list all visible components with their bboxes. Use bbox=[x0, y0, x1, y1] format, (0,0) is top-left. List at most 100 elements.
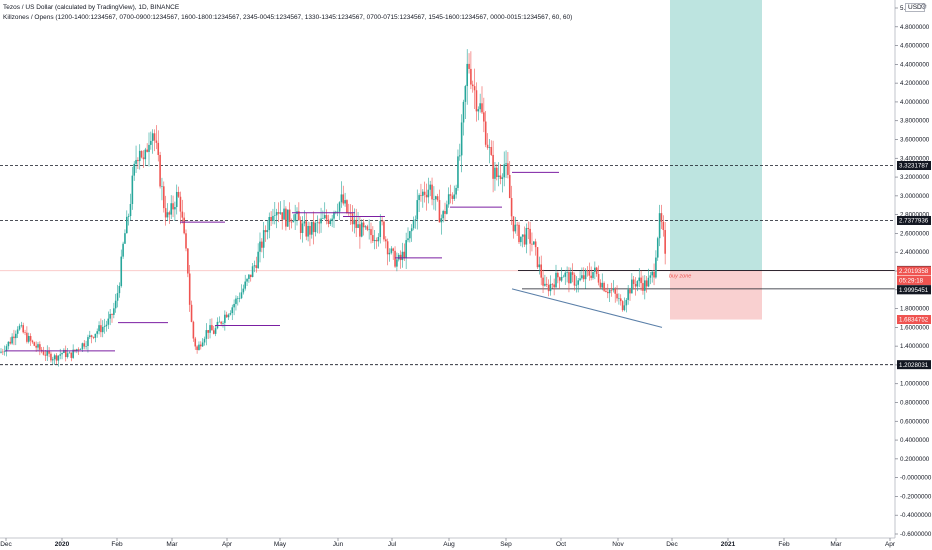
candle-body bbox=[544, 283, 546, 286]
candle-body bbox=[403, 251, 406, 258]
candle-body bbox=[151, 133, 154, 141]
candle-body bbox=[268, 216, 271, 231]
candle-body bbox=[410, 228, 413, 232]
candle-body bbox=[540, 264, 542, 278]
candle-body bbox=[242, 288, 245, 293]
candle-body bbox=[418, 195, 420, 201]
candle-body bbox=[161, 186, 163, 187]
candle-body bbox=[107, 318, 110, 325]
candle-body bbox=[235, 298, 237, 304]
chart-legend: Tezos / US Dollar (calculated by Trading… bbox=[3, 3, 572, 23]
candle-body bbox=[159, 154, 161, 187]
candle-body bbox=[286, 209, 289, 227]
candle-body bbox=[285, 208, 287, 227]
gear-icon[interactable]: ⚙ bbox=[920, 2, 928, 11]
candle-body bbox=[299, 220, 302, 233]
x-tick-label: May bbox=[274, 541, 287, 548]
y-tick-label: 1.6000000 bbox=[900, 324, 930, 331]
price-axis[interactable]: 5.0 4.8000000 4.6000000 4.4000000 4.2000000 4… bbox=[894, 0, 932, 550]
candle-body bbox=[55, 355, 58, 361]
candle-body bbox=[577, 280, 579, 285]
candle-body bbox=[379, 221, 382, 238]
candle-body bbox=[72, 349, 74, 358]
horizontal-levels bbox=[0, 165, 895, 366]
candle-body bbox=[438, 200, 441, 223]
candle-body bbox=[357, 224, 359, 228]
candle-body bbox=[340, 194, 343, 203]
y-tick-label: 5.0 bbox=[900, 5, 909, 12]
level-label-bg bbox=[897, 215, 931, 225]
candle-body bbox=[601, 282, 604, 288]
candle-body bbox=[649, 275, 652, 278]
position-tool[interactable] bbox=[670, 0, 762, 320]
target-zone bbox=[670, 0, 762, 271]
candle-body bbox=[647, 277, 650, 287]
candle-body bbox=[351, 213, 354, 225]
candle-body bbox=[329, 220, 332, 225]
candle-body bbox=[9, 341, 12, 344]
candle-body bbox=[101, 326, 104, 333]
price-label: 2.2019358 bbox=[899, 268, 929, 275]
candle-body bbox=[479, 103, 481, 110]
candle-body bbox=[109, 313, 111, 319]
candle-body bbox=[549, 283, 552, 292]
candle-body bbox=[655, 257, 657, 278]
candle-body bbox=[335, 211, 337, 213]
candle-body bbox=[629, 289, 631, 294]
y-tick-label: -0.2000000 bbox=[900, 493, 932, 500]
candle-body bbox=[100, 325, 102, 333]
candle-body bbox=[555, 272, 557, 288]
candle-body bbox=[440, 218, 443, 223]
candle-body bbox=[388, 252, 391, 255]
candle-body bbox=[301, 223, 304, 233]
candle-body bbox=[240, 292, 243, 299]
candle-body bbox=[246, 278, 248, 282]
candle-body bbox=[46, 350, 49, 356]
candle-body bbox=[449, 194, 452, 196]
candle-body bbox=[124, 233, 126, 244]
currency-badge[interactable]: USD bbox=[905, 3, 925, 12]
candle-body bbox=[431, 184, 433, 200]
candle-body bbox=[483, 112, 485, 122]
trend-line[interactable] bbox=[511, 288, 663, 328]
candle-body bbox=[150, 140, 152, 145]
candle-body bbox=[349, 213, 352, 214]
y-tick-label: 3.2000000 bbox=[900, 174, 930, 181]
candle-body bbox=[164, 208, 167, 218]
candle-body bbox=[272, 215, 274, 221]
candle-body bbox=[50, 353, 52, 361]
candle-body bbox=[558, 277, 561, 281]
candle-body bbox=[153, 133, 156, 141]
candle-body bbox=[553, 284, 555, 288]
x-tick-label: Feb bbox=[111, 541, 123, 548]
candle-body bbox=[551, 283, 554, 285]
candle-body bbox=[427, 189, 430, 198]
y-tick-label: 2.4000000 bbox=[900, 249, 930, 256]
candle-body bbox=[137, 159, 139, 162]
candle-body bbox=[183, 217, 185, 234]
candle-body bbox=[212, 330, 215, 334]
candle-body bbox=[48, 350, 50, 354]
candle-body bbox=[203, 338, 206, 343]
x-tick-label: Dec bbox=[666, 541, 678, 548]
candle-body bbox=[196, 346, 198, 350]
candle-body bbox=[496, 167, 498, 177]
candle-body bbox=[353, 219, 356, 225]
candle-body bbox=[64, 349, 67, 358]
candle-body bbox=[274, 215, 276, 216]
candle-body bbox=[114, 300, 117, 309]
candle-body bbox=[231, 307, 234, 314]
candle-body bbox=[599, 282, 602, 288]
candle-body bbox=[584, 270, 587, 280]
level-label-bg bbox=[897, 360, 931, 370]
candle-body bbox=[627, 289, 629, 300]
candle-body bbox=[96, 331, 98, 334]
candle-body bbox=[608, 290, 611, 294]
candle-body bbox=[298, 211, 300, 221]
candle-body bbox=[163, 186, 165, 209]
candle-body bbox=[545, 283, 548, 285]
candle-body bbox=[131, 175, 134, 205]
candle-body bbox=[416, 200, 419, 220]
time-axis[interactable]: Dec 2020 Feb Mar Apr May Jun Jul Aug Sep Oct Nov Dec… bbox=[0, 537, 896, 548]
